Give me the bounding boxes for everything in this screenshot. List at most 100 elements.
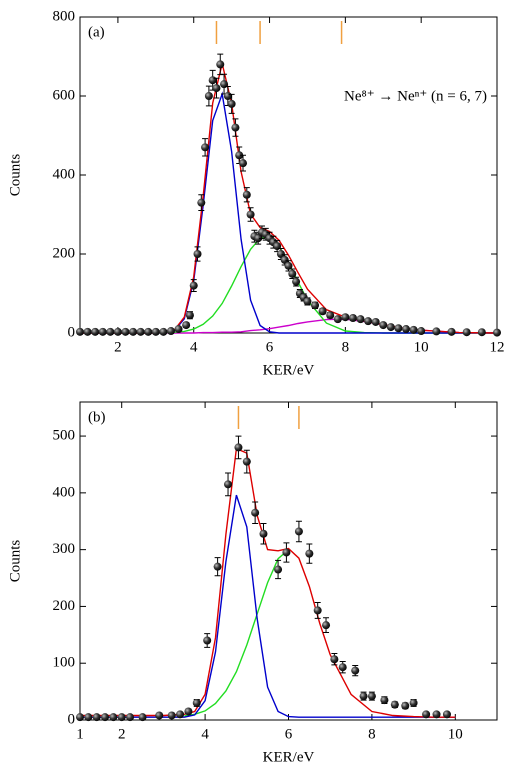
- fit-curve: [80, 447, 456, 718]
- data-point: [313, 606, 322, 615]
- x-tick-label: 6: [285, 726, 293, 742]
- data-point: [126, 713, 135, 722]
- data-point: [432, 710, 441, 719]
- data-point: [284, 261, 293, 270]
- data-point: [121, 327, 130, 336]
- data-point: [136, 327, 145, 336]
- data-point: [98, 327, 107, 336]
- data-point: [333, 315, 342, 324]
- fit-curve: [80, 494, 456, 718]
- data-point: [276, 250, 285, 258]
- data-point: [212, 84, 221, 93]
- data-point: [288, 269, 297, 278]
- panel-label: (b): [88, 409, 106, 425]
- data-point: [305, 549, 314, 558]
- y-tick-label: 100: [53, 655, 76, 671]
- data-point: [341, 313, 350, 322]
- panel: 2 4 6 8 10 12 0 200 400 600 800 KER/eV Counts (a) Ne⁸⁺…: [7, 8, 504, 378]
- fit-curve: [184, 549, 289, 717]
- data-point: [182, 321, 191, 330]
- x-tick-label: 4: [201, 726, 209, 742]
- y-tick-label: 0: [68, 324, 76, 340]
- data-point: [234, 443, 243, 452]
- data-point: [106, 327, 115, 336]
- data-point: [144, 327, 153, 336]
- x-tick-label: 10: [448, 726, 463, 742]
- data-point: [280, 255, 289, 264]
- data-point: [432, 327, 441, 336]
- data-point: [204, 92, 213, 100]
- data-point: [447, 327, 456, 336]
- data-point: [176, 710, 185, 719]
- x-tick-label: 2: [118, 726, 126, 742]
- y-tick-label: 0: [68, 711, 76, 727]
- data-point: [92, 713, 101, 722]
- data-point: [251, 508, 260, 517]
- data-point: [117, 713, 126, 722]
- data-point: [402, 325, 411, 334]
- data-point: [101, 713, 110, 722]
- data-point: [409, 325, 418, 334]
- x-axis-label: KER/eV: [263, 749, 315, 765]
- data-point: [224, 480, 233, 489]
- y-tick-label: 300: [53, 541, 76, 557]
- y-axis-label: Counts: [7, 540, 23, 583]
- y-tick-label: 500: [53, 428, 76, 444]
- data-point: [330, 655, 339, 664]
- panel-label: (a): [88, 24, 105, 40]
- data-point: [322, 621, 331, 630]
- y-tick-label: 800: [53, 8, 76, 24]
- data-point: [390, 700, 399, 709]
- data-point: [417, 327, 426, 336]
- data-point: [364, 317, 373, 326]
- data-point: [442, 710, 451, 719]
- data-point: [380, 696, 389, 705]
- data-point: [231, 123, 240, 132]
- data-point: [113, 327, 122, 336]
- data-point: [151, 327, 160, 336]
- data-point: [166, 327, 175, 336]
- x-tick-label: 1: [76, 726, 84, 742]
- data-point: [292, 277, 301, 286]
- data-point: [192, 698, 201, 707]
- plot-frame: [79, 401, 498, 721]
- data-point: [318, 307, 327, 316]
- data-point: [201, 143, 210, 152]
- annotation: Ne⁸⁺ → Neⁿ⁺ (n = 6, 7): [344, 88, 487, 104]
- data-point: [239, 159, 248, 168]
- data-point: [242, 190, 251, 199]
- x-tick-label: 8: [368, 726, 376, 742]
- data-point: [91, 327, 100, 336]
- data-point: [326, 311, 335, 320]
- data-point: [185, 311, 194, 320]
- data-point: [213, 562, 222, 571]
- data-point: [83, 327, 92, 336]
- y-tick-label: 200: [53, 245, 76, 261]
- data-point: [159, 327, 168, 336]
- data-point: [129, 327, 138, 336]
- data-point: [401, 701, 410, 710]
- fit-curve: [80, 91, 497, 334]
- data-point: [246, 210, 255, 219]
- y-tick-label: 200: [53, 598, 76, 614]
- data-point: [76, 327, 84, 336]
- data-point: [167, 711, 176, 720]
- data-point: [109, 713, 118, 722]
- data-point: [367, 692, 376, 701]
- data-point: [274, 565, 283, 574]
- x-tick-label: 8: [342, 339, 350, 355]
- y-axis-label: Counts: [7, 154, 23, 197]
- y-tick-label: 600: [53, 87, 76, 103]
- plot-frame: [79, 16, 498, 334]
- fit-curve: [80, 236, 497, 334]
- data-point: [235, 151, 244, 160]
- data-point: [338, 663, 347, 672]
- data-point: [197, 198, 206, 207]
- data-point: [303, 297, 312, 306]
- data-point: [76, 713, 84, 722]
- data-point: [493, 328, 501, 337]
- x-tick-label: 4: [190, 339, 198, 355]
- data-point: [193, 250, 202, 258]
